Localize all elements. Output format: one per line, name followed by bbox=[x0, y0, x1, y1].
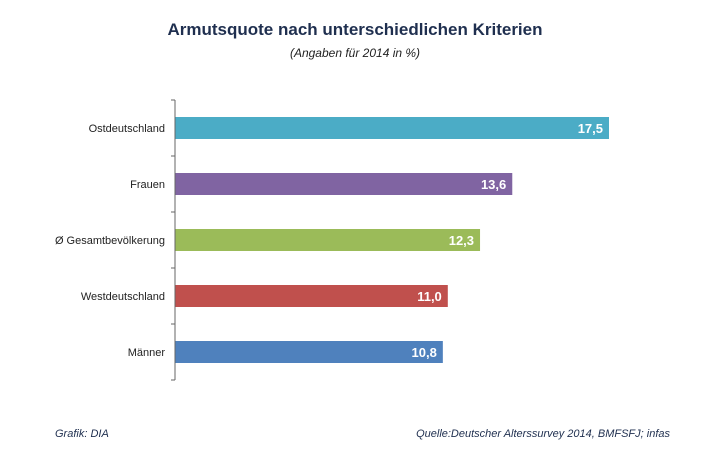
bar bbox=[175, 117, 609, 139]
category-label: Westdeutschland bbox=[81, 291, 165, 303]
category-label: Männer bbox=[128, 347, 166, 359]
data-label: 10,8 bbox=[412, 345, 437, 360]
bar bbox=[175, 341, 443, 363]
footer-credit: Grafik: DIA bbox=[55, 428, 109, 440]
category-label: Frauen bbox=[130, 179, 165, 191]
category-label: Ostdeutschland bbox=[89, 123, 165, 135]
chart-subtitle: (Angaben für 2014 in %) bbox=[289, 46, 421, 60]
category-label: Ø Gesamtbevölkerung bbox=[55, 235, 165, 247]
data-label: 13,6 bbox=[481, 177, 506, 192]
chart-title: Armutsquote nach unterschiedlichen Krite… bbox=[167, 20, 543, 39]
bar bbox=[175, 285, 448, 307]
bar bbox=[175, 173, 513, 195]
bar bbox=[175, 229, 481, 251]
data-label: 12,3 bbox=[449, 233, 474, 248]
data-label: 17,5 bbox=[578, 121, 603, 136]
data-label: 11,0 bbox=[417, 289, 442, 304]
footer-source: Quelle:Deutscher Alterssurvey 2014, BMFS… bbox=[416, 428, 670, 440]
